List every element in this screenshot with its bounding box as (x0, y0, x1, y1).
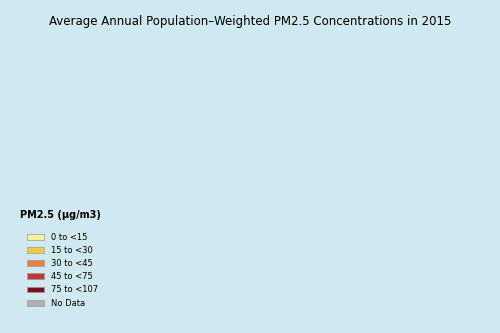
Text: PM2.5 (μg/m3): PM2.5 (μg/m3) (20, 210, 100, 220)
Legend: 0 to <15, 15 to <30, 30 to <45, 45 to <75, 75 to <107, No Data: 0 to <15, 15 to <30, 30 to <45, 45 to <7… (24, 229, 101, 311)
Title: Average Annual Population–Weighted PM2.5 Concentrations in 2015: Average Annual Population–Weighted PM2.5… (49, 15, 451, 28)
